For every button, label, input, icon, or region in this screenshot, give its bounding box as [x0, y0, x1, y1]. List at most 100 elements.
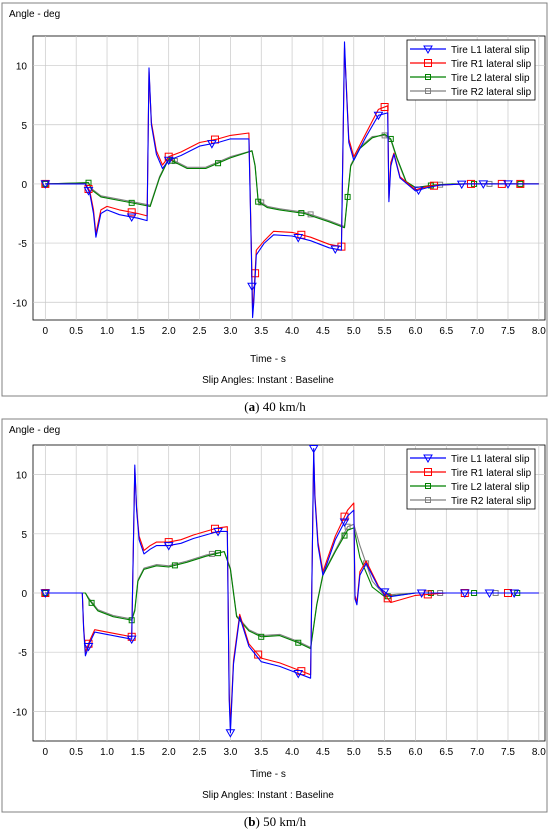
- legend-item: Tire R2 lateral slip: [410, 496, 532, 507]
- series-marker: [215, 160, 222, 167]
- x-tick-label: 2.5: [193, 747, 207, 758]
- series-marker: [126, 635, 137, 645]
- y-axis-title: Angle - deg: [9, 425, 60, 436]
- x-tick-label: 2.5: [193, 326, 207, 337]
- series-marker: [459, 589, 470, 599]
- legend-swatch-marker: [425, 497, 431, 503]
- x-tick-label: 0.5: [69, 747, 83, 758]
- series-marker: [126, 213, 137, 223]
- legend-label: Tire R1 lateral slip: [451, 59, 532, 70]
- legend-label: Tire R2 lateral slip: [451, 87, 532, 98]
- series-marker: [339, 518, 350, 527]
- series-marker: [379, 588, 390, 597]
- legend-swatch-marker: [424, 468, 432, 476]
- x-tick-label: 6.5: [439, 326, 453, 337]
- x-tick-label: 4.0: [285, 326, 299, 337]
- series-marker: [295, 639, 302, 646]
- x-tick-label: 4.5: [316, 747, 330, 758]
- chart-panel-a: Angle - deg 0 0.5 1.0 1.5 2.0 2.5 3.0 3.5 4.0 4.5…: [1, 2, 548, 414]
- x-tick-label: 0: [43, 747, 49, 758]
- x-tick-label: 3.0: [223, 326, 237, 337]
- series-marker: [171, 562, 178, 569]
- legend-label: Tire L1 lateral slip: [451, 45, 530, 56]
- x-tick-label: 5.0: [347, 326, 361, 337]
- chart-subtitle: Slip Angles: Instant : Baseline: [202, 375, 334, 386]
- series-marker: [293, 234, 304, 243]
- x-tick-label: 2.0: [162, 747, 176, 758]
- series-marker: [207, 140, 217, 149]
- y-tick-label: 10: [16, 62, 28, 73]
- series-marker: [298, 210, 305, 217]
- series-marker: [163, 542, 174, 551]
- x-tick-label: 6.5: [439, 747, 453, 758]
- x-tick-label: 0: [43, 326, 49, 337]
- caption-text: 50 km/h: [260, 814, 307, 829]
- x-tick-label: 3.5: [254, 326, 268, 337]
- legend-swatch-marker: [425, 74, 431, 80]
- series-marker: [330, 245, 341, 255]
- legend-label: Tire L2 lateral slip: [451, 73, 530, 84]
- series-marker: [258, 633, 265, 640]
- x-tick-label: 3.5: [254, 747, 268, 758]
- x-tick-label: 5.0: [347, 747, 361, 758]
- caption-letter: a: [249, 399, 256, 414]
- series-marker: [40, 589, 51, 599]
- legend-item: Tire R1 lateral slip: [410, 59, 532, 70]
- y-tick-label: -10: [13, 707, 28, 718]
- legend-swatch-marker: [424, 59, 432, 67]
- legend-box: [406, 448, 536, 510]
- x-tick-label: 8.0: [532, 326, 546, 337]
- series-line: [45, 133, 539, 229]
- series-marker: [413, 186, 424, 196]
- chart-subtitle: Slip Angles: Instant : Baseline: [202, 790, 334, 801]
- y-tick-label: 5: [21, 530, 27, 541]
- x-tick-label: 5.5: [378, 326, 392, 337]
- series-tire-l1-lateral-slip: [40, 41, 539, 319]
- series-layer: [40, 445, 539, 738]
- legend-label: Tire L2 lateral slip: [451, 482, 530, 493]
- legend-swatch-marker: [423, 45, 433, 55]
- x-tick-label: 2.0: [162, 326, 176, 337]
- series-marker: [380, 103, 389, 111]
- legend: Tire L1 lateral slip Tire R1 lateral slip…: [406, 448, 536, 510]
- series-line: [45, 527, 539, 650]
- y-tick-label: -10: [13, 298, 28, 309]
- x-tick-label: 7.0: [470, 326, 484, 337]
- x-tick-label: 7.5: [501, 747, 515, 758]
- series-tire-l1-lateral-slip: [40, 445, 539, 738]
- x-tick-label: 0.5: [69, 326, 83, 337]
- tick-labels: 0 0.5 1.0 1.5 2.0 2.5 3.0 3.5 4.0 4.5 5.0 5.5 6.0 6.5…: [13, 471, 547, 758]
- legend-item: Tire L2 lateral slip: [410, 73, 530, 84]
- x-tick-label: 1.0: [100, 747, 114, 758]
- series-marker: [509, 589, 520, 599]
- x-tick-label: 6.0: [409, 747, 423, 758]
- x-tick-label: 4.5: [316, 326, 330, 337]
- series-layer: [40, 41, 539, 319]
- series-marker: [163, 156, 174, 166]
- series-marker: [308, 445, 319, 454]
- y-tick-label: 0: [21, 589, 27, 600]
- tick-labels: 0 0.5 1.0 1.5 2.0 2.5 3.0 3.5 4.0 4.5 5.0 5.5 6.0 6.5…: [13, 62, 547, 337]
- x-tick-label: 5.5: [378, 747, 392, 758]
- x-tick-label: 1.5: [131, 747, 145, 758]
- series-marker: [127, 208, 136, 217]
- series-marker: [456, 180, 467, 190]
- series-marker: [416, 589, 427, 599]
- x-tick-label: 7.5: [501, 326, 515, 337]
- x-tick-label: 4.0: [285, 747, 299, 758]
- figure-caption: (a) 40 km/h: [244, 399, 306, 414]
- series-marker: [503, 180, 513, 189]
- x-axis-title: Time - s: [250, 769, 286, 780]
- series-marker: [344, 523, 351, 530]
- y-axis-title: Angle - deg: [9, 9, 60, 20]
- series-clip-group: [40, 445, 539, 738]
- x-axis-title: Time - s: [250, 354, 286, 365]
- series-marker: [373, 111, 384, 121]
- series-marker: [344, 193, 351, 200]
- series-marker: [225, 729, 236, 738]
- series-marker: [83, 642, 94, 652]
- legend-item: Tire L1 lateral slip: [410, 45, 530, 56]
- legend-item: Tire L2 lateral slip: [410, 482, 530, 493]
- series-line: [45, 41, 539, 319]
